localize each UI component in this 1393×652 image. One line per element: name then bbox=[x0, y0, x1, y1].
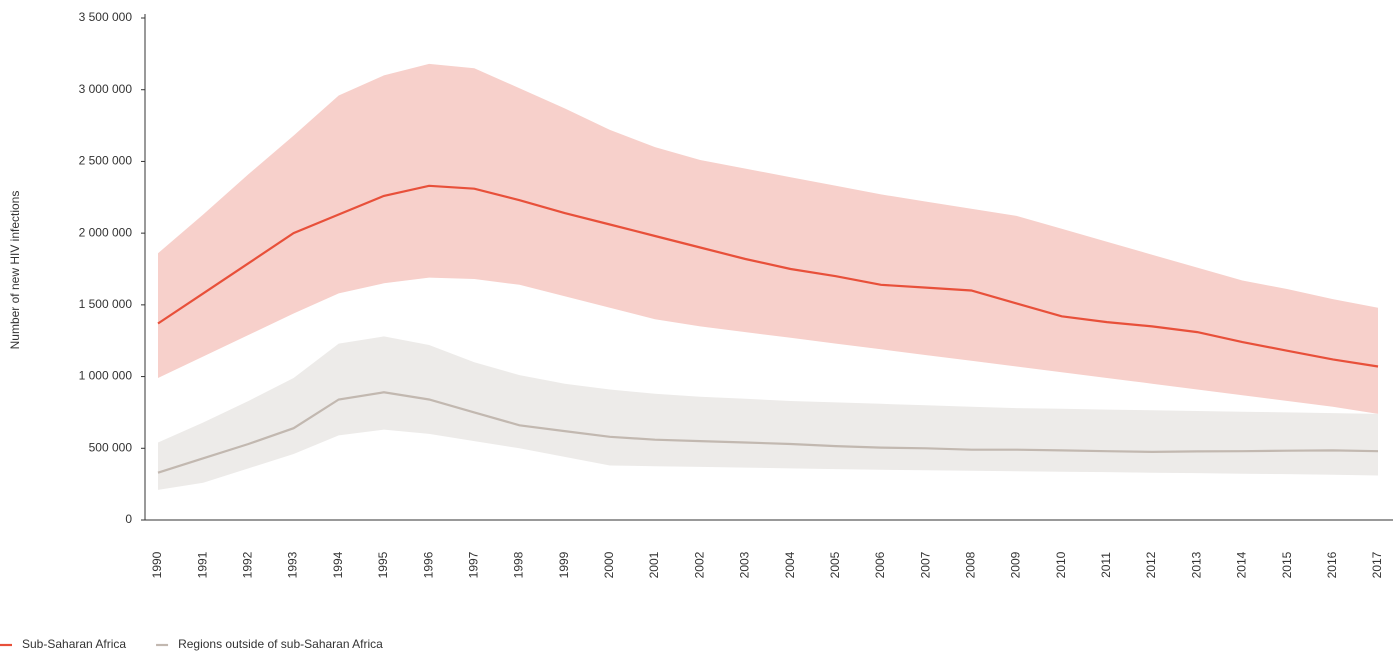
x-tick-label: 2010 bbox=[1054, 551, 1068, 578]
x-tick-label: 1993 bbox=[286, 551, 300, 578]
x-tick-label: 1994 bbox=[331, 551, 345, 578]
x-tick-label: 2007 bbox=[918, 551, 932, 578]
x-tick-label: 1997 bbox=[466, 551, 480, 578]
series-line bbox=[157, 391, 1379, 474]
x-tick-label: 2014 bbox=[1235, 551, 1249, 578]
y-tick-label: 3 500 000 bbox=[79, 10, 133, 24]
x-tick-label: 1996 bbox=[421, 551, 435, 578]
y-tick-label: 2 000 000 bbox=[79, 225, 133, 239]
legend-label: Regions outside of sub-Saharan Africa bbox=[178, 637, 383, 651]
x-tick-label: 2015 bbox=[1280, 551, 1294, 578]
x-tick-label: 1991 bbox=[195, 551, 209, 578]
x-tick-label: 2009 bbox=[1009, 551, 1023, 578]
x-tick-label: 2012 bbox=[1144, 551, 1158, 578]
x-tick-label: 2006 bbox=[873, 551, 887, 578]
x-tick-label: 2002 bbox=[692, 551, 706, 578]
uncertainty-band bbox=[158, 63, 1378, 414]
legend-label: Sub-Saharan Africa bbox=[22, 637, 126, 651]
y-tick-label: 1 500 000 bbox=[79, 297, 133, 311]
y-axis-label: Number of new HIV infections bbox=[8, 191, 22, 350]
y-tick-label: 0 bbox=[125, 512, 132, 526]
x-tick-label: 1990 bbox=[150, 551, 164, 578]
x-tick-label: 1992 bbox=[241, 551, 255, 578]
x-tick-label: 2001 bbox=[647, 551, 661, 578]
x-tick-label: 2016 bbox=[1325, 551, 1339, 578]
x-tick-label: 2003 bbox=[738, 551, 752, 578]
series-line bbox=[157, 184, 1379, 368]
x-tick-label: 1998 bbox=[512, 551, 526, 578]
x-tick-label: 2004 bbox=[783, 551, 797, 578]
y-tick-label: 2 500 000 bbox=[79, 154, 133, 168]
y-tick-label: 1 000 000 bbox=[79, 369, 133, 383]
x-tick-label: 2017 bbox=[1370, 551, 1384, 578]
x-tick-label: 2000 bbox=[602, 551, 616, 578]
y-tick-label: 500 000 bbox=[89, 440, 133, 454]
x-tick-label: 2011 bbox=[1099, 552, 1113, 578]
x-tick-label: 2005 bbox=[828, 551, 842, 578]
x-tick-label: 2013 bbox=[1189, 551, 1203, 578]
x-tick-label: 1999 bbox=[557, 551, 571, 578]
x-tick-label: 1995 bbox=[376, 551, 390, 578]
x-tick-label: 2008 bbox=[964, 551, 978, 578]
y-tick-label: 3 000 000 bbox=[79, 82, 133, 96]
